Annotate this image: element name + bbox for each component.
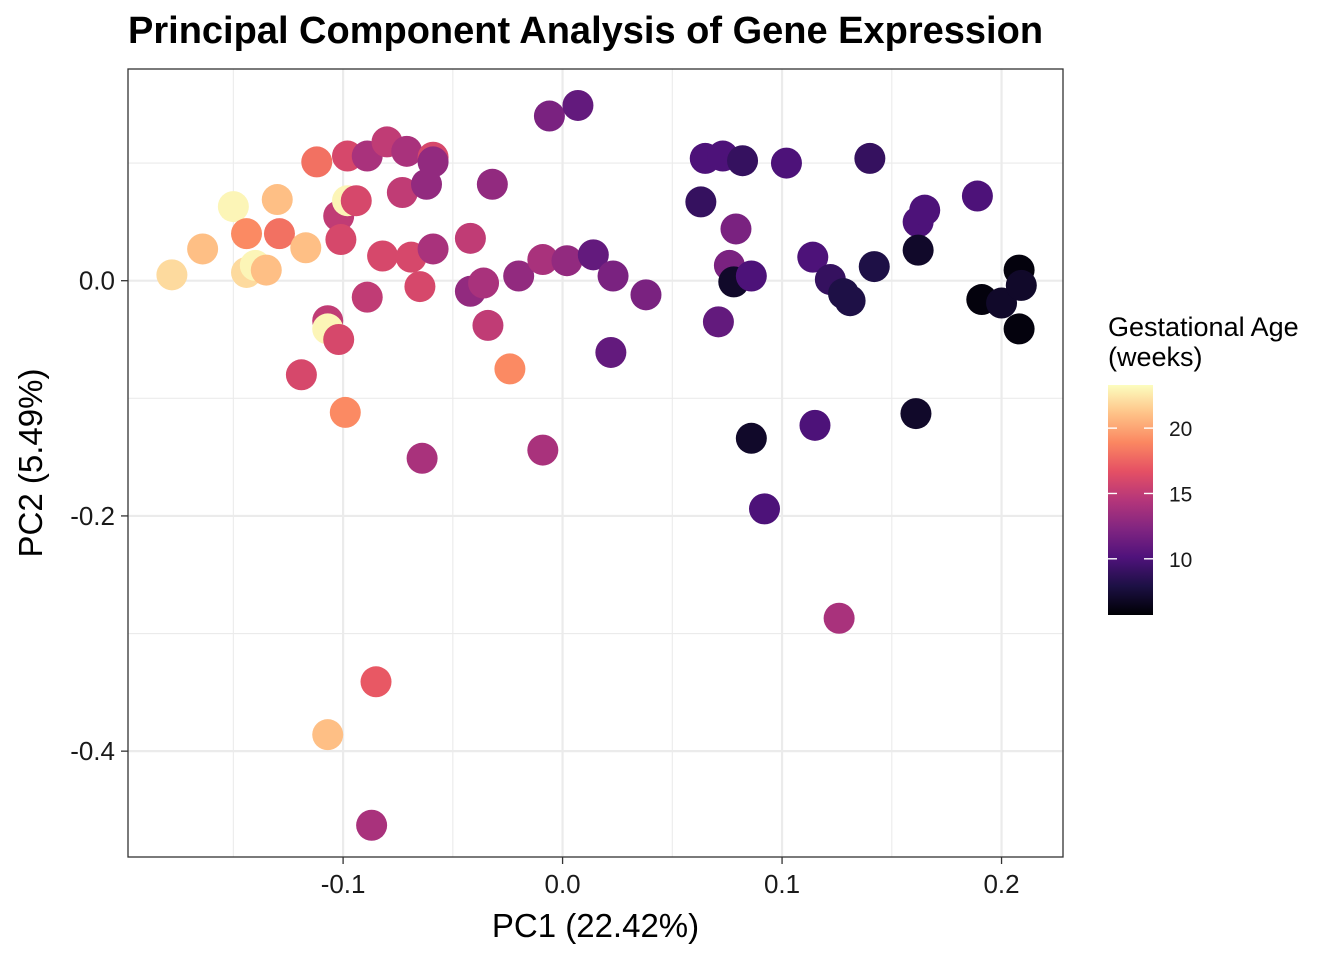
data-point	[156, 259, 188, 291]
data-point	[595, 336, 627, 368]
data-point	[472, 309, 504, 341]
data-point	[391, 135, 423, 167]
y-tick-label: 0.0	[79, 266, 115, 296]
data-point	[720, 213, 752, 245]
legend-tick-label: 20	[1169, 418, 1192, 441]
data-points	[156, 89, 1037, 841]
data-point	[404, 271, 436, 303]
legend-colorbar	[1108, 385, 1153, 615]
data-point	[727, 145, 759, 177]
data-point	[834, 285, 866, 317]
legend-title-line-1: Gestational Age	[1108, 312, 1299, 342]
data-point	[562, 89, 594, 121]
data-point	[250, 254, 282, 286]
data-point	[454, 222, 486, 254]
legend: Gestational Age (weeks) 10 15 20	[1108, 312, 1299, 615]
y-axis: -0.4 -0.2 0.0	[70, 266, 128, 766]
x-tick-label: 0.2	[983, 869, 1019, 899]
data-point	[386, 176, 418, 208]
data-point	[263, 218, 295, 250]
data-point	[417, 233, 449, 265]
data-point	[685, 186, 717, 218]
data-point	[1003, 313, 1035, 345]
data-point	[187, 233, 219, 265]
data-point	[797, 241, 829, 273]
data-point	[702, 306, 734, 338]
data-point	[854, 142, 886, 174]
data-point	[285, 359, 317, 391]
data-point	[577, 239, 609, 271]
data-point	[909, 194, 941, 226]
data-point	[261, 184, 293, 216]
data-point	[340, 185, 372, 217]
data-point	[597, 260, 629, 292]
data-point	[325, 224, 357, 256]
data-point	[290, 232, 322, 264]
data-point	[630, 279, 662, 311]
data-point	[351, 281, 383, 313]
data-point	[367, 240, 399, 272]
legend-title-line-2: (weeks)	[1108, 342, 1203, 372]
data-point	[360, 666, 392, 698]
y-tick-label: -0.2	[70, 501, 115, 531]
data-point	[494, 353, 526, 385]
chart-title: Principal Component Analysis of Gene Exp…	[128, 10, 1043, 52]
data-point	[735, 422, 767, 454]
data-point	[217, 191, 249, 223]
x-tick-label: 0.1	[764, 869, 800, 899]
data-point	[301, 146, 333, 178]
data-point	[527, 434, 559, 466]
data-point	[468, 267, 500, 299]
data-point	[1005, 269, 1037, 301]
data-point	[329, 396, 361, 428]
legend-tick-label: 15	[1169, 483, 1192, 506]
data-point	[406, 442, 438, 474]
data-point	[770, 147, 802, 179]
data-point	[749, 493, 781, 525]
data-point	[961, 180, 993, 212]
x-tick-label: -0.1	[321, 869, 366, 899]
x-axis-title: PC1 (22.42%)	[492, 907, 699, 944]
data-point	[823, 602, 855, 634]
data-point	[902, 234, 934, 266]
plot-border	[127, 68, 1064, 858]
y-tick-label: -0.4	[70, 736, 115, 766]
data-point	[231, 218, 263, 250]
data-point	[503, 260, 535, 292]
data-point	[323, 324, 355, 356]
data-point	[799, 409, 831, 441]
data-point	[476, 168, 508, 200]
data-point	[858, 251, 890, 283]
data-point	[312, 719, 344, 751]
data-point	[533, 100, 565, 132]
x-axis: -0.1 0.0 0.1 0.2	[321, 857, 1020, 899]
x-tick-label: 0.0	[544, 869, 580, 899]
data-point	[900, 398, 932, 430]
y-axis-title: PC2 (5.49%)	[12, 369, 49, 558]
legend-colorbar-ticks: 10 15 20	[1108, 418, 1192, 572]
legend-tick-label: 10	[1169, 549, 1192, 572]
data-point	[527, 244, 559, 276]
data-point	[417, 146, 449, 178]
data-point	[986, 287, 1018, 319]
data-point	[735, 260, 767, 292]
data-point	[551, 245, 583, 277]
data-point	[356, 809, 388, 841]
